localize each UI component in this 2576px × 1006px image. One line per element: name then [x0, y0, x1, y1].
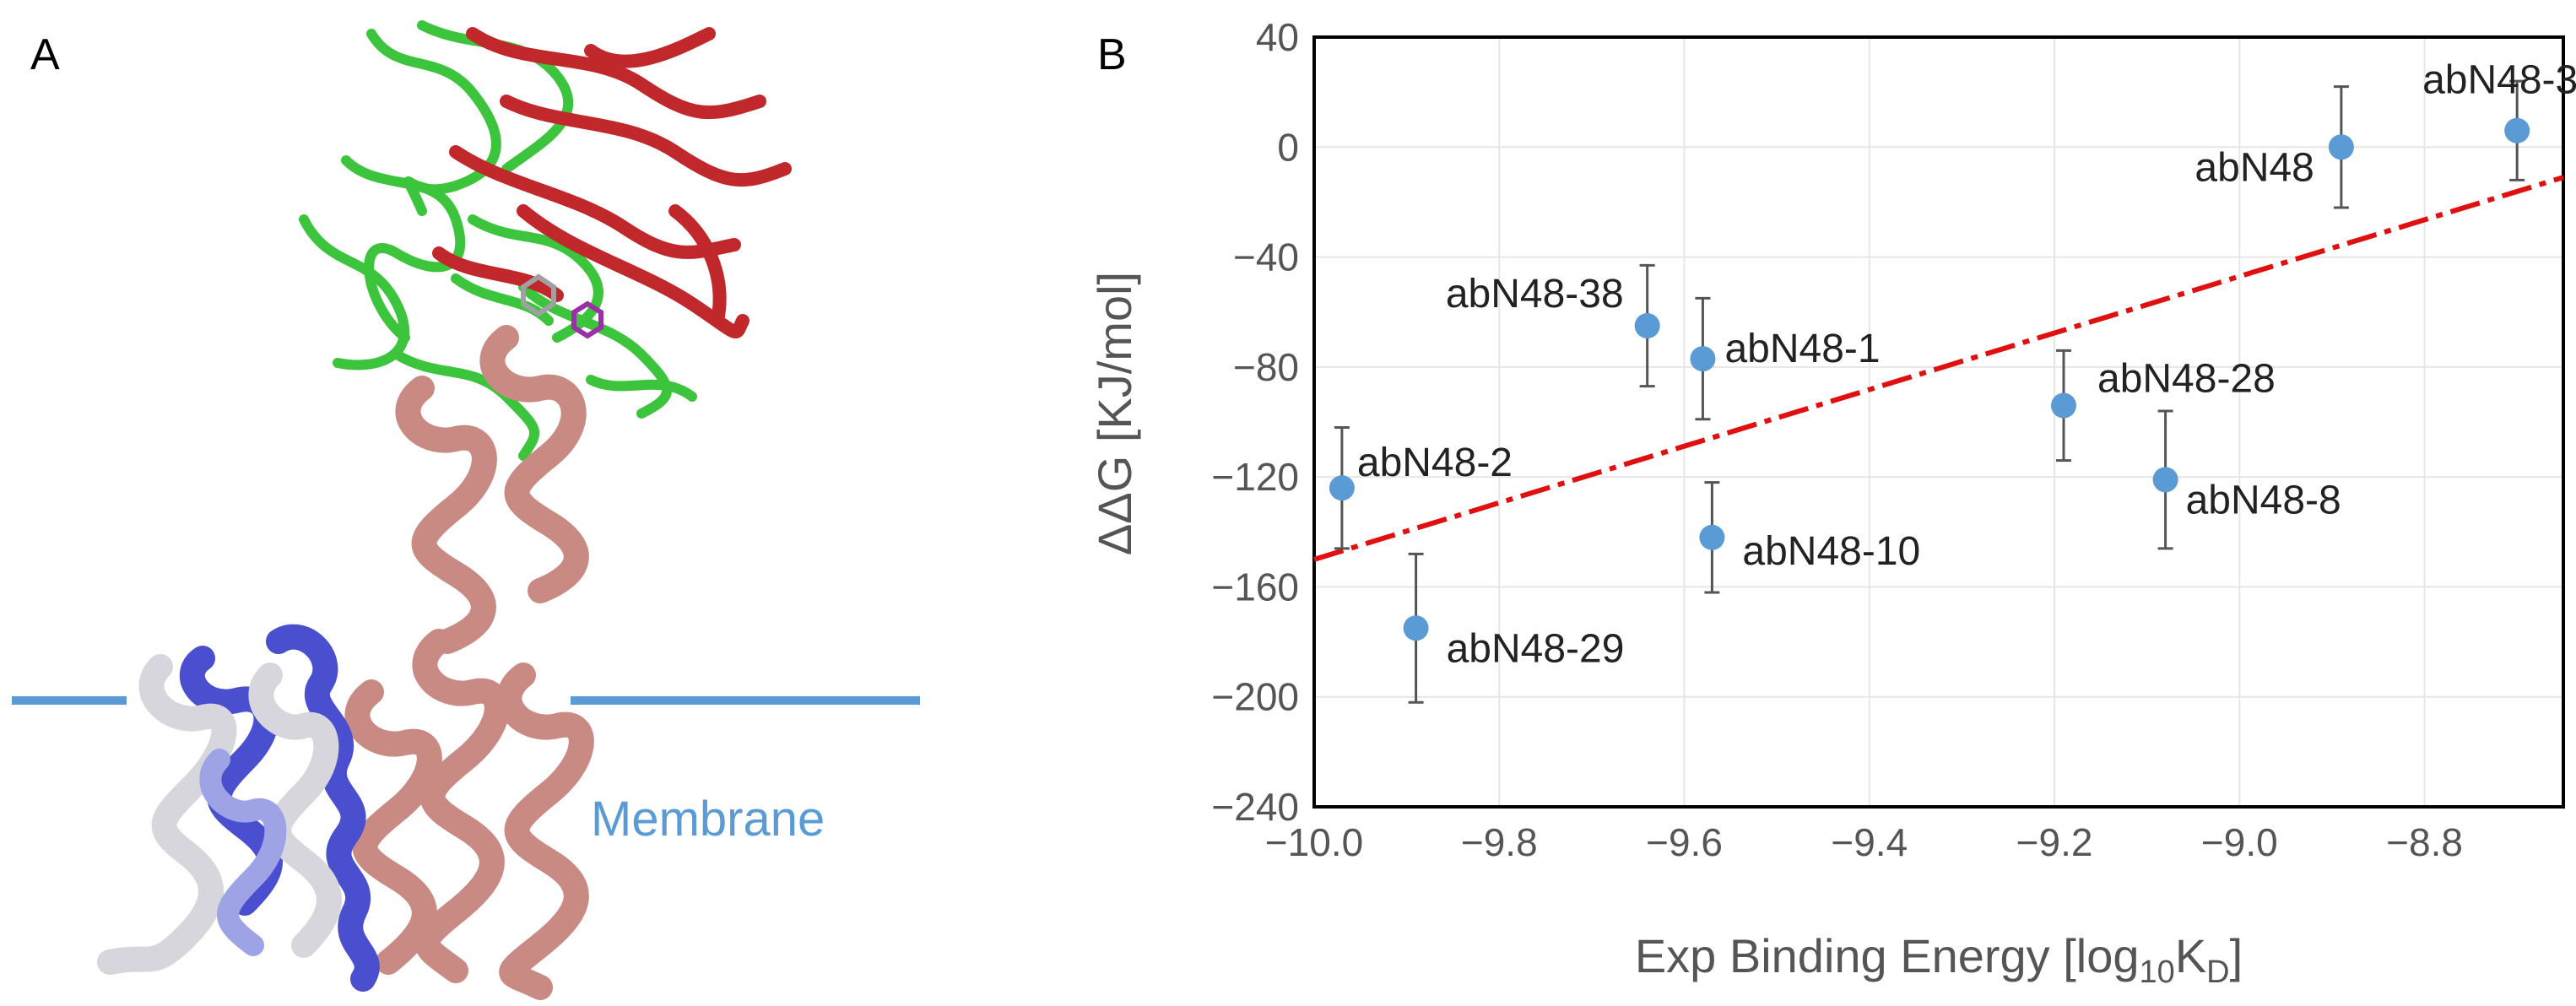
data-label: abN48-28: [2097, 356, 2276, 401]
membrane-label: Membrane: [591, 792, 825, 846]
data-point: [1329, 475, 1355, 501]
protein-structure-illustration: [97, 20, 792, 1000]
red-domain: [432, 27, 792, 338]
data-label: abN48: [2194, 145, 2314, 190]
x-axis-title-sub1: 10: [2140, 955, 2175, 990]
y-tick-label: −160: [1211, 565, 1299, 608]
y-tick-label: 40: [1256, 15, 1299, 59]
y-tick-label: 0: [1277, 125, 1299, 169]
x-axis-title-main: Exp Binding Energy [log: [1635, 929, 2140, 982]
data-label: abN48-38: [1446, 272, 1624, 316]
panel-b-label: B: [1097, 30, 1127, 79]
x-tick-labels: −10.0 −9.8 −9.6 −9.4 −9.2 −9.0 −8.8: [1265, 820, 2463, 864]
green-domain: [299, 20, 697, 461]
x-tick-label: −8.8: [2386, 820, 2463, 864]
x-tick-label: −9.6: [1646, 820, 1723, 864]
y-tick-label: −40: [1233, 235, 1299, 279]
data-label: abN48-29: [1447, 626, 1625, 671]
data-point: [1634, 313, 1660, 338]
data-points: abN48-3 abN48 abN48-38 abN48-1 abN48-28 abN48…: [1329, 58, 2576, 704]
data-label: abN48-1: [1724, 327, 1880, 371]
x-axis-title-sub2: D: [2206, 955, 2229, 990]
data-point: [1699, 524, 1725, 550]
y-axis-title: ΔΔG [KJ/mol]: [1088, 272, 1141, 555]
trendline: [1313, 175, 2564, 562]
lavender-helices: [199, 749, 287, 956]
x-tick-label: −9.2: [2016, 820, 2093, 864]
data-label: abN48-10: [1742, 529, 1920, 574]
y-tick-label: −200: [1211, 675, 1299, 719]
x-tick-label: −9.8: [1461, 820, 1538, 864]
data-point: [2504, 117, 2530, 143]
y-tick-label: −120: [1211, 455, 1299, 499]
x-tick-label: −9.0: [2201, 820, 2278, 864]
trendline-line: [1313, 175, 2564, 562]
data-label: abN48-8: [2186, 478, 2341, 522]
data-label: abN48-3: [2422, 58, 2576, 103]
y-tick-label: −240: [1211, 785, 1299, 829]
x-axis-title-mid: K: [2175, 929, 2206, 982]
data-point: [2328, 134, 2354, 160]
data-point: [2152, 467, 2178, 493]
y-tick-labels: 40 0 −40 −80 −120 −160 −200 −240: [1211, 15, 1299, 829]
panel-a: A: [12, 20, 920, 1000]
data-point: [1690, 346, 1716, 372]
chart-grid: [1313, 36, 2563, 808]
plot-frame: [1312, 35, 2565, 809]
salmon-helices: [344, 325, 594, 1000]
x-tick-label: −9.4: [1831, 820, 1908, 864]
x-axis-title: Exp Binding Energy [log10KD]: [1635, 929, 2243, 990]
x-tick-label: −10.0: [1265, 820, 1363, 864]
panel-a-label: A: [30, 30, 60, 79]
y-tick-label: −80: [1233, 345, 1299, 389]
data-label: abN48-2: [1357, 441, 1513, 485]
data-point: [2051, 392, 2076, 419]
data-point: [1403, 615, 1429, 641]
panel-b: B −10.0 −9.8 −9.6 −9.4 −9.2 −9.0 −8.8 40 0 −40 −8…: [1088, 15, 2576, 990]
ligand-purple: [571, 300, 603, 339]
gray-helices: [97, 654, 342, 975]
x-axis-title-end: ]: [2230, 929, 2243, 982]
ligand-gray: [521, 273, 556, 317]
